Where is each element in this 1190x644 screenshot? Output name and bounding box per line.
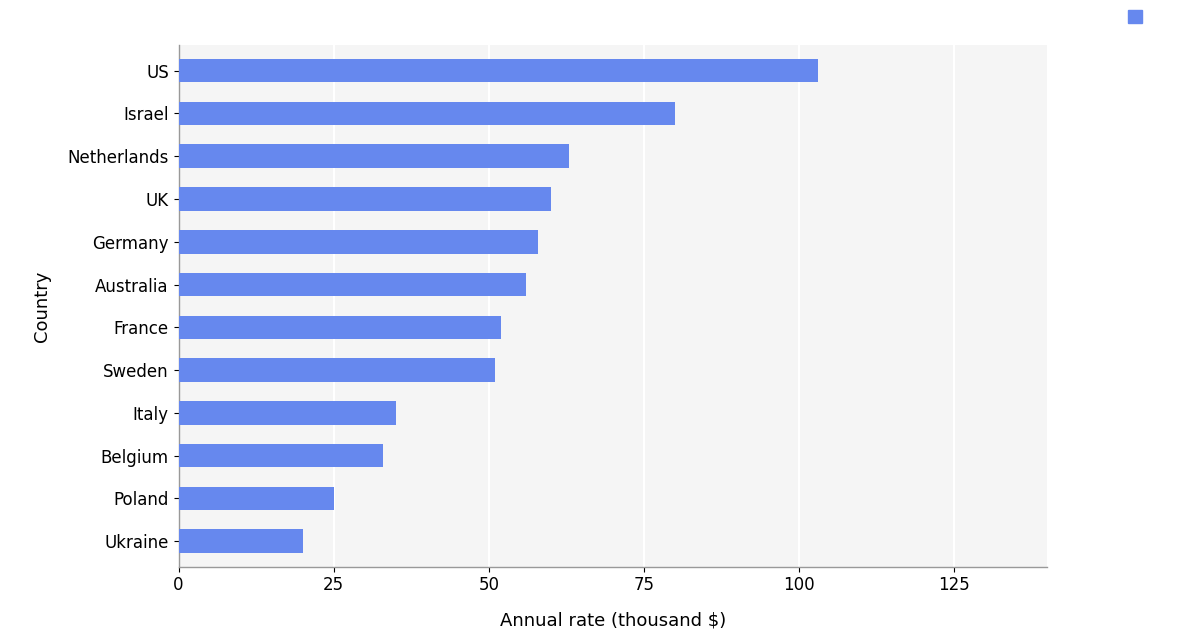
Bar bbox=[178, 102, 675, 125]
Bar bbox=[178, 316, 501, 339]
Bar bbox=[178, 187, 551, 211]
Bar bbox=[178, 59, 818, 82]
Legend:  bbox=[1128, 10, 1153, 24]
Bar bbox=[178, 487, 333, 510]
Bar bbox=[178, 529, 302, 553]
Bar bbox=[178, 273, 526, 296]
Bar bbox=[178, 401, 395, 424]
Y-axis label: Country: Country bbox=[33, 270, 51, 341]
X-axis label: Annual rate (thousand $): Annual rate (thousand $) bbox=[500, 611, 726, 629]
Bar bbox=[178, 230, 538, 254]
Bar bbox=[178, 444, 383, 468]
Bar bbox=[178, 144, 569, 168]
Bar bbox=[178, 358, 495, 382]
